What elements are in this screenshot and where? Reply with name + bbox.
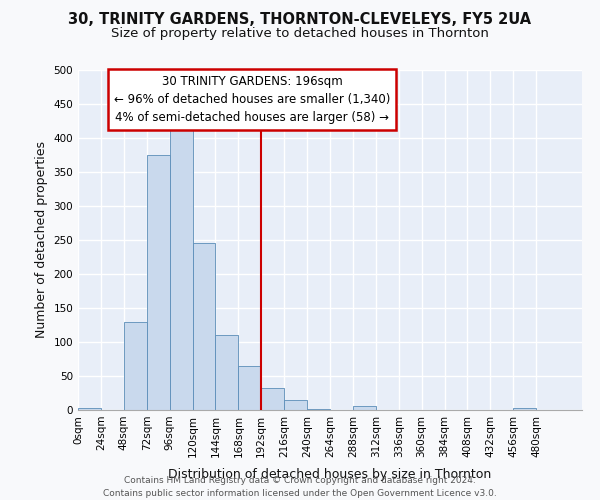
Bar: [147, 155, 170, 410]
Text: 30 TRINITY GARDENS: 196sqm
← 96% of detached houses are smaller (1,340)
4% of se: 30 TRINITY GARDENS: 196sqm ← 96% of deta…: [113, 75, 390, 124]
Bar: [124, 322, 147, 410]
Y-axis label: Number of detached properties: Number of detached properties: [35, 142, 48, 338]
Bar: [193, 244, 215, 410]
Bar: [78, 408, 101, 410]
X-axis label: Distribution of detached houses by size in Thornton: Distribution of detached houses by size …: [169, 468, 491, 481]
Bar: [284, 400, 307, 410]
Text: Size of property relative to detached houses in Thornton: Size of property relative to detached ho…: [111, 28, 489, 40]
Bar: [307, 408, 330, 410]
Bar: [261, 388, 284, 410]
Text: 30, TRINITY GARDENS, THORNTON-CLEVELEYS, FY5 2UA: 30, TRINITY GARDENS, THORNTON-CLEVELEYS,…: [68, 12, 532, 28]
Bar: [353, 406, 376, 410]
Bar: [170, 128, 193, 410]
Bar: [215, 335, 238, 410]
Bar: [238, 366, 261, 410]
Text: Contains HM Land Registry data © Crown copyright and database right 2024.
Contai: Contains HM Land Registry data © Crown c…: [103, 476, 497, 498]
Bar: [513, 408, 536, 410]
